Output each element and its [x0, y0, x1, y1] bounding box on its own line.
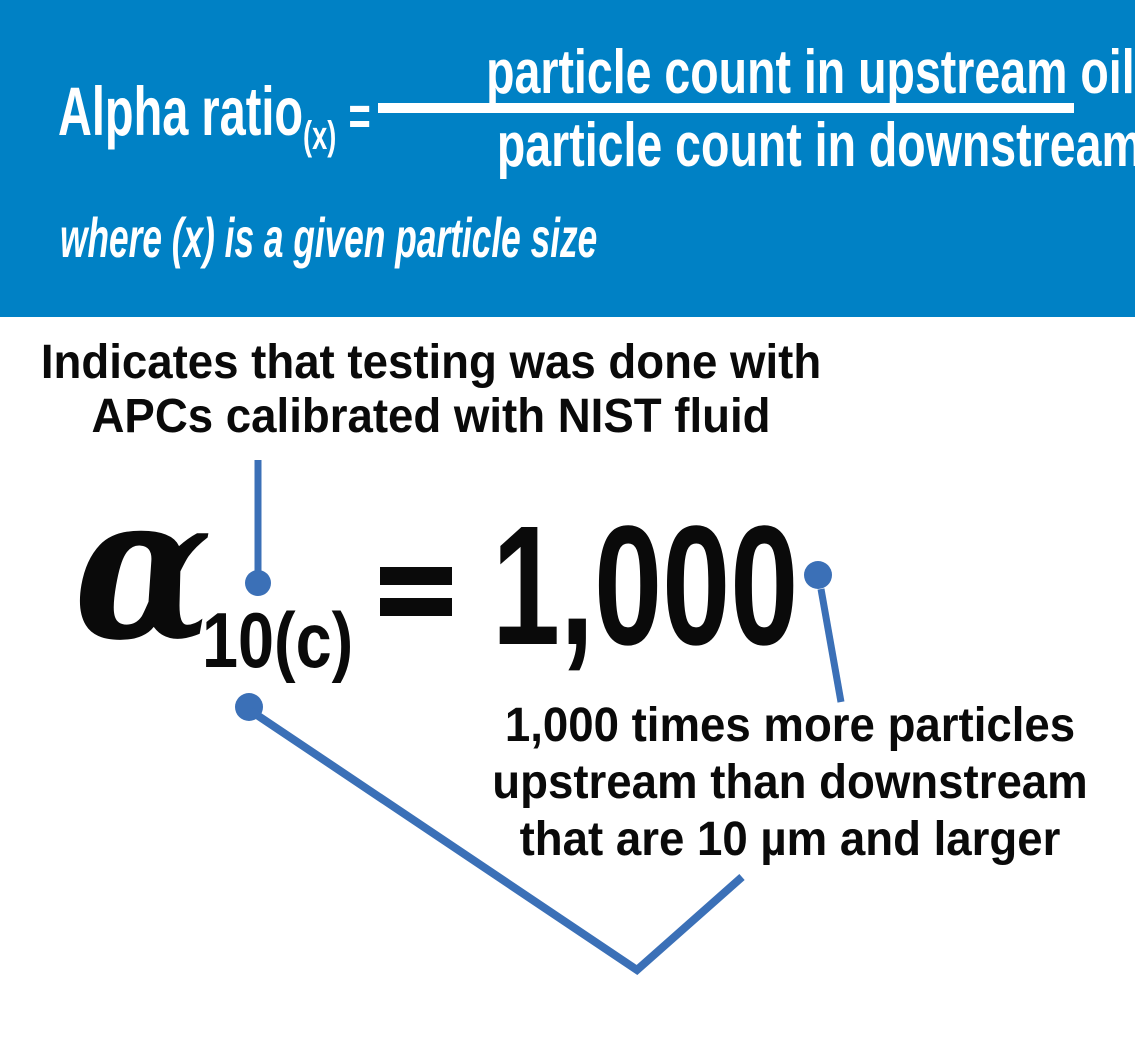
equals-bottom-bar	[380, 598, 452, 616]
header-band: Alpha ratio(x) = particle count in upstre…	[0, 0, 1135, 317]
alpha-ratio-label: Alpha ratio	[58, 73, 304, 150]
equation-value: 1,000	[492, 491, 799, 681]
callout-dot-nist	[245, 570, 271, 596]
header-equals-sign: =	[348, 84, 371, 147]
callout-dot-value	[804, 561, 832, 589]
explanation: 1,000 times more particles upstream than…	[455, 697, 1125, 868]
header-note: where (x) is a given particle size	[60, 206, 598, 269]
fraction-numerator: particle count in upstream oil	[486, 38, 1135, 107]
nist-note-line2: APCs calibrated with NIST fluid	[91, 390, 771, 443]
explanation-line2: upstream than downstream	[492, 756, 1088, 809]
equation-alpha: α	[74, 450, 213, 685]
nist-note: Indicates that testing was done with APC…	[16, 336, 846, 444]
explanation-line1: 1,000 times more particles	[504, 699, 1076, 752]
alpha-ratio-formula-lhs: Alpha ratio(x) =	[58, 77, 371, 156]
alpha-ratio-subscript: (x)	[303, 114, 337, 158]
equation-subscript: 10(c)	[202, 596, 354, 684]
equals-top-bar	[380, 567, 452, 585]
equation-equals-sign	[380, 567, 452, 617]
callout-dot-subscript	[235, 693, 263, 721]
nist-note-line1: Indicates that testing was done with	[40, 336, 822, 389]
fraction-bar	[378, 103, 1074, 113]
fraction-denominator: particle count in downstream oil	[496, 111, 1135, 180]
fraction: particle count in upstream oil particle …	[378, 38, 1135, 187]
explanation-line3: that are 10 µm and larger	[519, 813, 1061, 866]
callout-line-value	[817, 588, 845, 703]
